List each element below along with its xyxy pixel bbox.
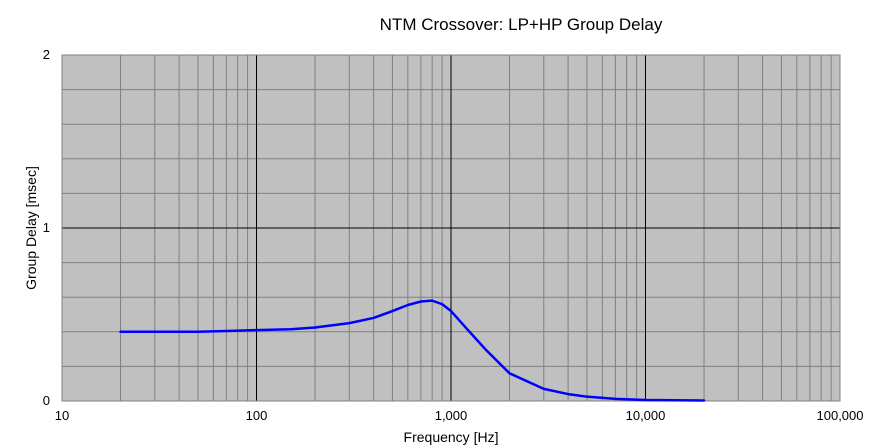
x-tick-label: 10,000 [626, 408, 666, 423]
x-tick-label: 10 [55, 408, 69, 423]
plot-border [61, 54, 841, 402]
chart-title: NTM Crossover: LP+HP Group Delay [380, 15, 663, 34]
x-tick-label: 100 [246, 408, 268, 423]
x-tick-label: 1,000 [435, 408, 468, 423]
series-layer [119, 299, 706, 402]
series-line-0 [119, 299, 706, 402]
y-tick-label: 2 [43, 47, 50, 62]
x-axis-title: Frequency [Hz] [404, 429, 499, 445]
y-tick-label: 0 [43, 393, 50, 408]
y-tick-label: 1 [43, 220, 50, 235]
y-tick-labels: 0 1 2 [43, 47, 50, 408]
x-tick-label: 100,000 [817, 408, 864, 423]
x-tick-labels: 10 100 1,000 10,000 100,000 [55, 408, 864, 423]
y-axis-title: Group Delay [msec] [23, 166, 39, 290]
